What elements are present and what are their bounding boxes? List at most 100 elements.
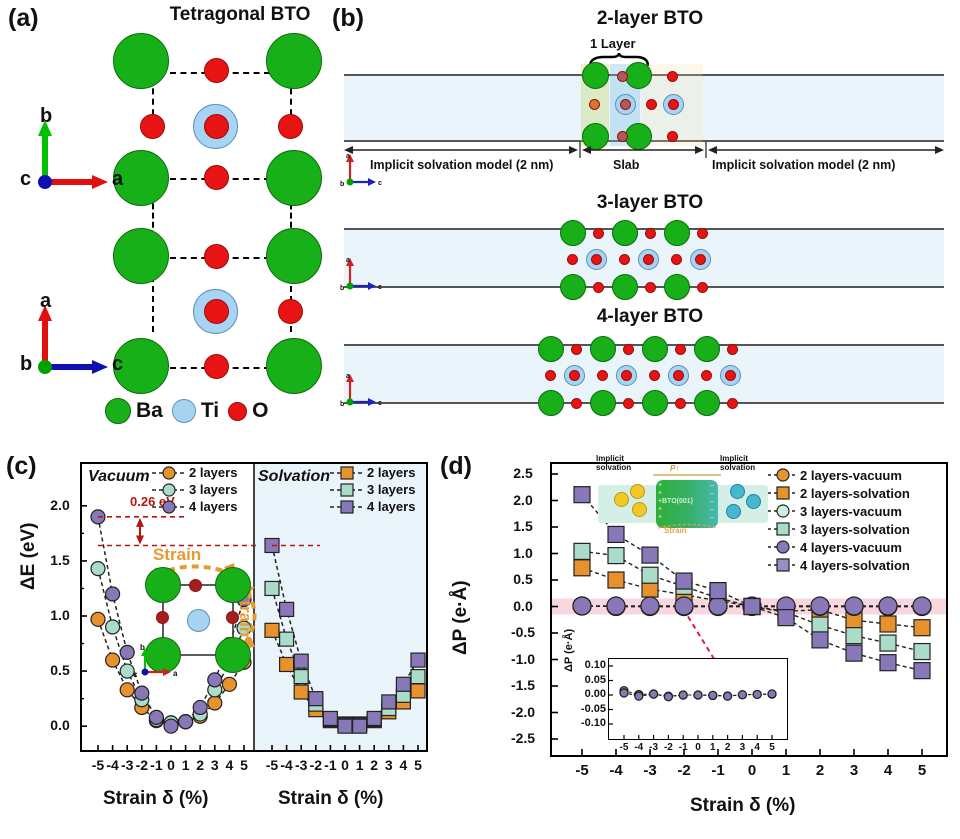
axis-tick: -1 <box>711 762 725 779</box>
atom-o <box>617 71 628 82</box>
legend-label: 3 layers-vacuum <box>800 503 902 519</box>
legend-label: 3 layers <box>367 482 416 497</box>
axis-tick: 1.0 <box>513 544 533 561</box>
axis-tick: -4 <box>106 757 119 773</box>
legend-label: 2 layers-solvation <box>800 485 910 501</box>
panel-c-ylabel: ΔE (eV) <box>18 522 39 590</box>
atom-ba <box>113 338 169 394</box>
legend-label: 4 layers-solvation <box>800 557 910 573</box>
atom-ba <box>582 123 609 150</box>
axis-tick: -3 <box>120 757 134 773</box>
axis-tick: 2 <box>196 757 205 773</box>
axis-tick: 2 <box>815 762 825 779</box>
axis-indicator-b2: a b c <box>340 257 382 292</box>
atom-o <box>667 71 678 82</box>
axis-tick: 0 <box>747 762 757 779</box>
svg-text:b: b <box>340 401 344 408</box>
axis-indicator-top <box>38 120 108 189</box>
axis-label-a: a <box>112 168 124 190</box>
atom-ti <box>193 289 238 334</box>
svg-text:a: a <box>346 373 350 380</box>
axis-tick: 4 <box>225 757 234 773</box>
svg-text:a: a <box>346 257 350 264</box>
axis-tick: 5 <box>917 762 927 779</box>
panel-c-xlabel-left: Strain δ (%) <box>103 788 209 809</box>
legend-label: 4 layers-vacuum <box>800 539 902 555</box>
axis-tick: 0 <box>341 757 349 773</box>
panel-a-legend: Ba Ti O <box>105 398 269 424</box>
axis-tick: 0 <box>167 757 175 773</box>
axis-label-b: b <box>40 105 53 127</box>
atom-o <box>617 131 628 142</box>
axis-tick: 0.05 <box>584 673 606 686</box>
legend-label-ba: Ba <box>136 399 163 422</box>
panel-c-legend-vacuum: 2 layers 3 layers 4 layers <box>152 464 237 515</box>
axis-indicator-b3: a b c <box>340 373 382 408</box>
axis-tick: 3 <box>210 757 219 773</box>
axis-tick: -1 <box>678 742 688 753</box>
atom-ba <box>582 62 609 89</box>
atom-o <box>589 99 600 110</box>
legend-label: 4 layers <box>367 499 416 514</box>
axis-tick: -0.05 <box>580 702 606 715</box>
axis-tick: 3 <box>849 762 859 779</box>
axis-tick: 2.5 <box>513 465 533 481</box>
axis-tick: 0 <box>695 742 701 753</box>
axis-tick: -2 <box>135 757 149 773</box>
axis-tick: 3 <box>384 757 393 773</box>
panel-c-legend-solvation: 2 layers 3 layers 4 layers <box>330 464 415 515</box>
legend-label-ti: Ti <box>200 399 220 422</box>
atom-o <box>140 114 165 139</box>
axis-tick: 5 <box>414 757 422 773</box>
atom-o <box>620 99 631 110</box>
region-label-left: Implicit solvation model (2 nm) <box>370 158 554 172</box>
atom-o <box>278 299 303 324</box>
axis-tick: -0.5 <box>510 624 536 640</box>
axis-tick: 1 <box>781 762 791 779</box>
svg-text:c: c <box>378 284 382 291</box>
axis-tick: 0.0 <box>513 597 533 614</box>
axis-tick: -2.0 <box>510 703 536 720</box>
axis-indicator-bottom <box>38 305 108 374</box>
axis-tick: 2 <box>724 742 731 753</box>
axis-tick: -5 <box>91 757 105 773</box>
panel-label-a: (a) <box>8 4 39 32</box>
atom-ba <box>113 33 169 89</box>
axis-tick: 4 <box>754 742 760 753</box>
atom-o <box>204 114 229 139</box>
axis-tick: -1.0 <box>510 650 536 667</box>
svg-text:c: c <box>378 400 382 407</box>
panel-d-schematic: BTO(001) + + + + + – – – – – Implicit solvation … <box>596 454 768 538</box>
axis-tick: -5 <box>619 742 629 753</box>
axis-tick: 1 <box>181 757 190 773</box>
axis-tick: 0.10 <box>584 659 606 671</box>
atom-ba <box>113 228 169 284</box>
axis-tick: -2 <box>309 757 323 773</box>
schematic-strain-label: Strain <box>664 526 687 535</box>
legend-label-o: O <box>252 399 269 422</box>
panel-b-title-4layer: 4-layer BTO <box>596 306 704 327</box>
legend-label: 3 layers <box>189 482 238 497</box>
panel-label-d: (d) <box>440 452 472 480</box>
inset-strain-label-1: Strain <box>153 545 202 564</box>
slab-3layer <box>560 216 720 300</box>
atom-ba <box>266 338 322 394</box>
axis-tick: 0.0 <box>50 717 70 734</box>
svg-text:b: b <box>140 643 145 652</box>
legend-swatch-ti <box>171 399 196 423</box>
legend-label: 2 layers <box>367 465 416 480</box>
atom-o <box>646 99 657 110</box>
axis-tick: 5 <box>769 742 775 753</box>
axis-tick: 5 <box>240 757 248 773</box>
brace-icon <box>588 52 650 67</box>
axis-tick: 2.0 <box>50 496 70 513</box>
axis-tick: -1.5 <box>510 677 536 693</box>
axis-tick: -5 <box>575 762 589 779</box>
panel-a-title: Tetragonal BTO <box>169 4 311 25</box>
axis-tick: -4 <box>280 757 293 773</box>
axis-tick: 4 <box>883 762 893 779</box>
axis-tick: -4 <box>609 762 623 779</box>
legend-swatch-ba <box>105 398 131 424</box>
atom-o <box>204 58 229 83</box>
axis-tick: 0.5 <box>50 662 70 679</box>
